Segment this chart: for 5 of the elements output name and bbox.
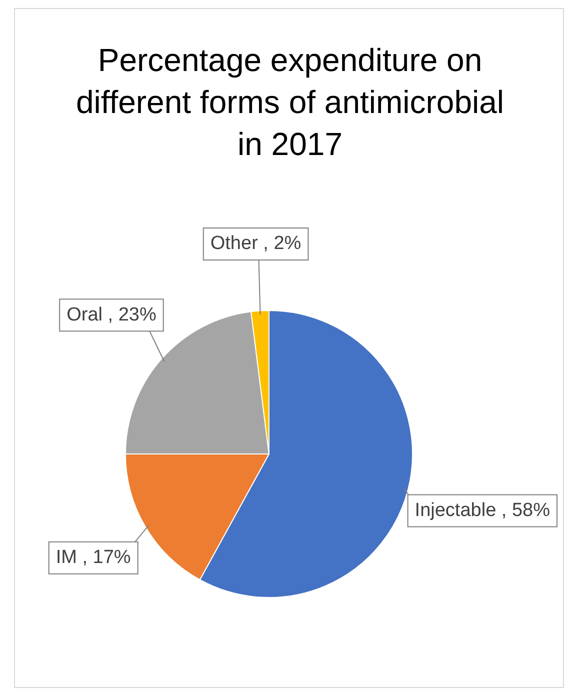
slice-label: IM , 17% xyxy=(56,547,131,568)
slice-label: Injectable , 58% xyxy=(414,500,550,521)
slice-label: Oral , 23% xyxy=(66,304,156,326)
chart-title: Percentage expenditure on different forms of antimicrobial in 2017 xyxy=(75,41,505,164)
slice-label: Other , 2% xyxy=(210,233,302,254)
